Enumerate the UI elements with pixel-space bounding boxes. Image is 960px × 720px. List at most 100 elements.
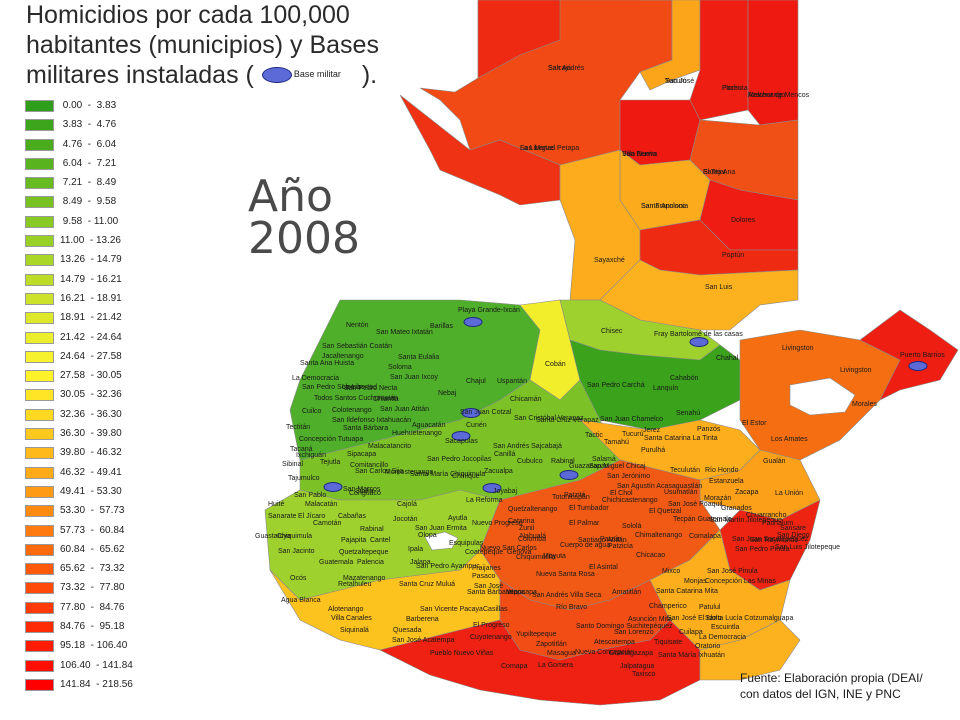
legend-label: 106.40 - 141.84 (60, 659, 133, 671)
place-label: San Marcos (343, 486, 381, 493)
place-label: El Asintal (589, 564, 618, 571)
place-label: Camotán (313, 520, 342, 527)
source-note: Fuente: Elaboración propia (DEAI/ con da… (740, 670, 923, 702)
place-label: San Mateo Ixtatán (376, 329, 433, 336)
legend-label: 4.76 - 6.04 (60, 138, 117, 150)
place-label: San Raymundo (750, 537, 798, 544)
legend-label: 32.36 - 36.30 (60, 408, 122, 420)
legend-label: 46.32 - 49.41 (60, 466, 122, 478)
map-title: Homicidios por cada 100,000 habitantes (… (26, 0, 446, 90)
place-label: Guazacapán (569, 463, 609, 470)
place-label: Barberena (406, 616, 439, 623)
place-label: Catarina (508, 518, 535, 525)
place-label: San José (665, 78, 694, 85)
legend-swatch (25, 119, 54, 132)
place-label: Chisec (601, 328, 623, 335)
place-label: Patulul (699, 604, 721, 611)
place-label: Santa Catarina Mita (656, 588, 718, 595)
place-label: Tajumulco (288, 475, 320, 482)
legend-label: 77.80 - 84.76 (60, 601, 125, 613)
year-label: Año 2008 (248, 175, 360, 261)
place-label: Panzós (697, 426, 721, 433)
title-line-2: habitantes (municipios) y Bases (26, 31, 379, 59)
place-label: Quetzaltenango (508, 506, 558, 513)
legend-label: 14.79 - 16.21 (60, 273, 122, 285)
place-label: Nueva Santa Rosa (536, 571, 595, 578)
place-label: Conguaco (349, 490, 381, 497)
place-label: San Juan Sacatepéquez (732, 536, 809, 543)
place-label: Cuyotenango (470, 634, 512, 641)
place-label: Fraijanes (472, 565, 501, 572)
region-south-coast (379, 619, 701, 706)
peten-region (399, 0, 799, 331)
legend-swatch (25, 100, 54, 112)
place-label: Totonicapán (552, 494, 590, 501)
place-label: Purulhá (641, 447, 665, 454)
place-label: San Jacinto (278, 548, 315, 555)
place-label: San Juan Atitán (380, 406, 429, 413)
legend-label: 84.76 - 95.18 (60, 621, 125, 633)
legend-label: 16.21 - 18.91 (60, 292, 122, 304)
base-militar-legend-label: Base militar (293, 69, 341, 80)
place-label: San Diego (777, 532, 810, 539)
place-label: Gualán (763, 458, 786, 465)
place-label: Jacaltenango (322, 353, 364, 360)
place-label: San Sebastián Coatán (322, 343, 392, 350)
place-label: Santa María Ixhuatán (658, 652, 725, 659)
legend-label: 53.30 - 57.73 (60, 505, 125, 517)
legend-swatch (25, 621, 54, 634)
place-label: San José Pinula (707, 568, 758, 575)
place-label: Cuilco (302, 408, 322, 415)
legend-swatch (25, 196, 54, 209)
place-label: Escuintla (711, 624, 740, 631)
place-label: Chiquimula (277, 533, 312, 540)
place-label: San Ildefonso Ixtahuacán (332, 417, 411, 424)
source-line-2: con datos del IGN, INE y PNC (740, 687, 901, 701)
legend-label: 6.04 - 7.21 (60, 157, 117, 169)
legend-label: 21.42 - 24.64 (60, 331, 122, 343)
place-label: El Quetzal (649, 508, 682, 515)
place-label: Huité (268, 501, 284, 508)
place-label: Moyuta (543, 553, 566, 560)
place-label: Livingston (782, 345, 814, 352)
place-label: San Lorenzo (614, 629, 654, 636)
place-label: Tectitán (286, 424, 310, 431)
place-label: Colomba (518, 536, 546, 543)
place-label: Patzité (564, 492, 586, 499)
place-label: Retalhuleu (338, 581, 372, 588)
legend-label: 11.00 - 13.26 (60, 235, 121, 247)
place-label: La Democracia (699, 634, 746, 641)
place-label: Sipacapa (347, 451, 376, 458)
legend-swatch (25, 215, 54, 228)
legend-swatch (25, 678, 54, 691)
base-military-icon (482, 483, 502, 493)
place-label: Pachalum (762, 520, 793, 527)
place-label: San Pedro Ayampuc (416, 563, 480, 570)
place-label: Santa Bárbara (467, 589, 512, 596)
place-label: Colotenango (332, 407, 372, 414)
place-label: El Jícaro (298, 513, 325, 520)
place-label: San Juan Chamelco (600, 416, 663, 423)
place-label: San Juan Ixcoy (390, 374, 438, 381)
place-label: Amatitlán (612, 589, 641, 596)
place-label: Mazatenango (343, 575, 386, 582)
place-label: Nuevo Progreso (472, 520, 523, 527)
place-label: Concepción Las Minas (705, 578, 776, 585)
place-label: San Andrés Sajcabajá (493, 443, 562, 450)
legend-label: 60.84 - 65.62 (60, 543, 125, 555)
place-label: Jalapa (410, 559, 431, 566)
place-label: Playa Grande-Ixcán (458, 307, 520, 314)
place-label: Pasaco (472, 573, 495, 580)
legend-swatch (25, 505, 54, 518)
place-label: Ocós (290, 575, 307, 582)
place-label: Rabinal (360, 526, 384, 533)
place-label: Nueva Concepción (575, 649, 634, 656)
place-label: Tactic (585, 432, 603, 439)
place-label: Villa Nueva (622, 151, 657, 158)
title-line-1: Homicidios por cada 100,000 (26, 1, 350, 29)
place-label: San José Poaquil (668, 501, 723, 508)
place-label: La Unión (775, 490, 803, 497)
place-label: Río Bravo (556, 604, 587, 611)
title-line-3-post: ). (361, 61, 378, 89)
